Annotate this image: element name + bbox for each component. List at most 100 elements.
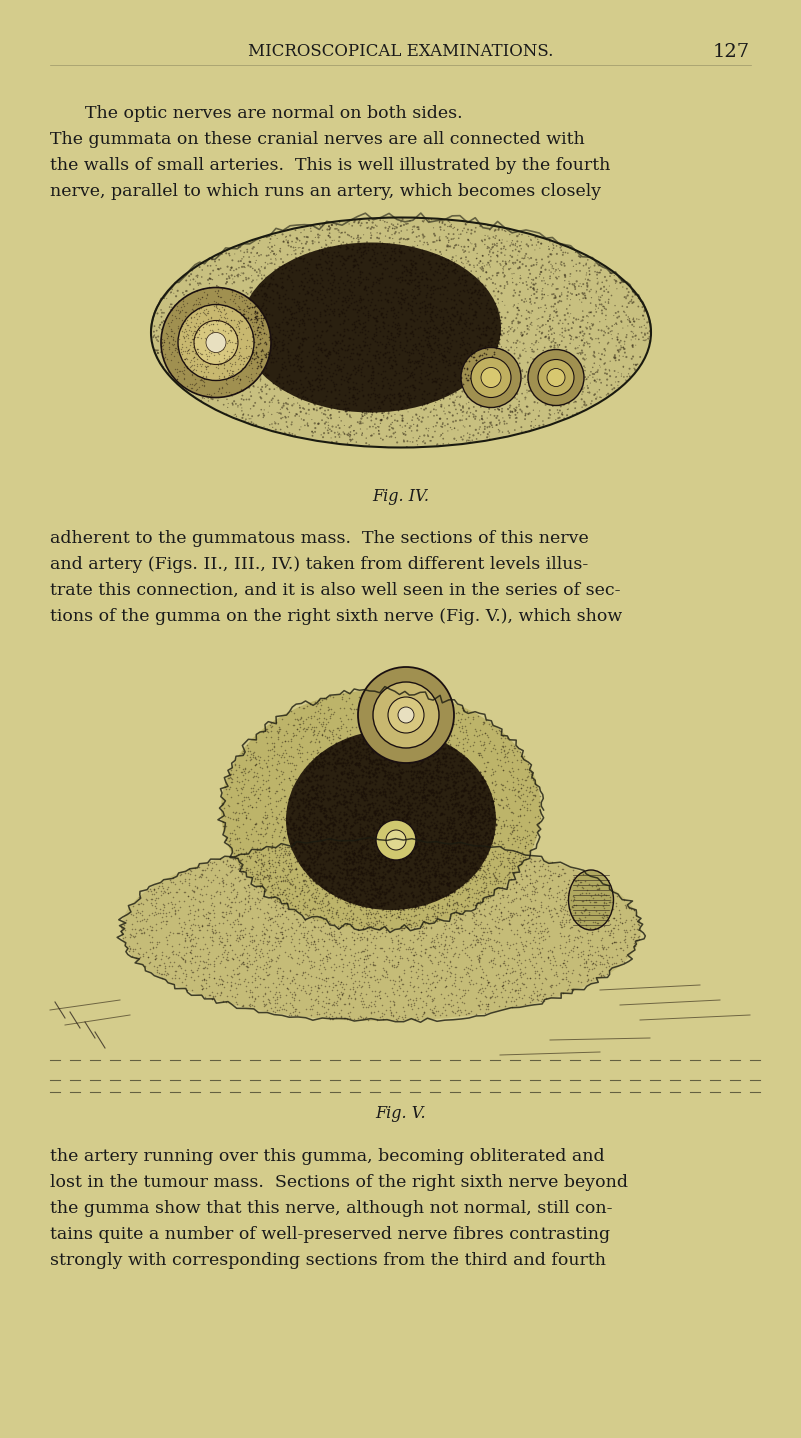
- Point: [553, 406, 566, 429]
- Point: [360, 928, 373, 951]
- Point: [455, 761, 468, 784]
- Point: [450, 742, 463, 765]
- Point: [288, 290, 301, 313]
- Point: [235, 374, 248, 397]
- Point: [423, 791, 436, 814]
- Point: [442, 260, 455, 283]
- Point: [196, 357, 209, 380]
- Point: [320, 866, 333, 889]
- Point: [263, 355, 276, 378]
- Point: [352, 917, 364, 940]
- Point: [339, 240, 352, 263]
- Point: [409, 267, 421, 290]
- Point: [350, 853, 363, 876]
- Point: [325, 994, 338, 1017]
- Point: [528, 880, 541, 903]
- Point: [479, 834, 492, 857]
- Point: [292, 312, 304, 335]
- Point: [296, 840, 309, 863]
- Point: [441, 867, 454, 890]
- Point: [184, 951, 197, 974]
- Point: [533, 919, 546, 942]
- Point: [157, 962, 170, 985]
- Point: [389, 893, 402, 916]
- Point: [403, 858, 416, 881]
- Point: [173, 912, 186, 935]
- Point: [389, 798, 402, 821]
- Point: [365, 831, 378, 854]
- Point: [471, 761, 484, 784]
- Point: [450, 835, 463, 858]
- Point: [318, 339, 331, 362]
- Point: [457, 984, 470, 1007]
- Point: [583, 900, 596, 923]
- Point: [380, 306, 392, 329]
- Point: [448, 324, 461, 347]
- Point: [548, 342, 561, 365]
- Point: [324, 912, 336, 935]
- Point: [286, 423, 299, 446]
- Point: [525, 339, 538, 362]
- Point: [488, 788, 501, 811]
- Point: [591, 883, 604, 906]
- Point: [226, 853, 239, 876]
- Point: [356, 986, 368, 1009]
- Point: [362, 370, 375, 393]
- Point: [382, 745, 395, 768]
- Point: [256, 772, 269, 795]
- Point: [404, 293, 417, 316]
- Point: [371, 874, 384, 897]
- Point: [513, 256, 526, 279]
- Point: [384, 812, 396, 835]
- Point: [350, 250, 363, 273]
- Point: [569, 397, 582, 420]
- Point: [544, 407, 557, 430]
- Point: [400, 301, 413, 324]
- Point: [447, 897, 460, 920]
- Point: [381, 962, 394, 985]
- Point: [317, 812, 330, 835]
- Point: [313, 841, 326, 864]
- Point: [388, 787, 400, 810]
- Point: [329, 848, 342, 871]
- Point: [312, 344, 324, 367]
- Point: [352, 283, 365, 306]
- Point: [497, 795, 510, 818]
- Point: [304, 812, 317, 835]
- Point: [354, 877, 367, 900]
- Point: [276, 308, 289, 331]
- Point: [338, 867, 351, 890]
- Point: [388, 352, 400, 375]
- Point: [463, 857, 476, 880]
- Point: [445, 253, 458, 276]
- Point: [322, 838, 335, 861]
- Point: [375, 866, 388, 889]
- Point: [362, 315, 375, 338]
- Point: [497, 733, 509, 756]
- Point: [549, 374, 562, 397]
- Point: [453, 876, 465, 899]
- Point: [369, 762, 382, 785]
- Point: [306, 925, 319, 948]
- Point: [183, 265, 195, 288]
- Point: [350, 800, 363, 823]
- Point: [549, 286, 562, 309]
- Point: [288, 301, 300, 324]
- Point: [459, 877, 472, 900]
- Point: [369, 886, 382, 909]
- Point: [433, 743, 446, 766]
- Point: [267, 332, 280, 355]
- Point: [369, 746, 382, 769]
- Point: [439, 929, 452, 952]
- Point: [477, 838, 489, 861]
- Point: [338, 364, 351, 387]
- Point: [308, 795, 320, 818]
- Point: [164, 282, 177, 305]
- Point: [346, 322, 359, 345]
- Point: [568, 275, 581, 298]
- Point: [204, 355, 217, 378]
- Point: [534, 326, 547, 349]
- Point: [497, 810, 509, 833]
- Point: [505, 801, 517, 824]
- Point: [372, 844, 384, 867]
